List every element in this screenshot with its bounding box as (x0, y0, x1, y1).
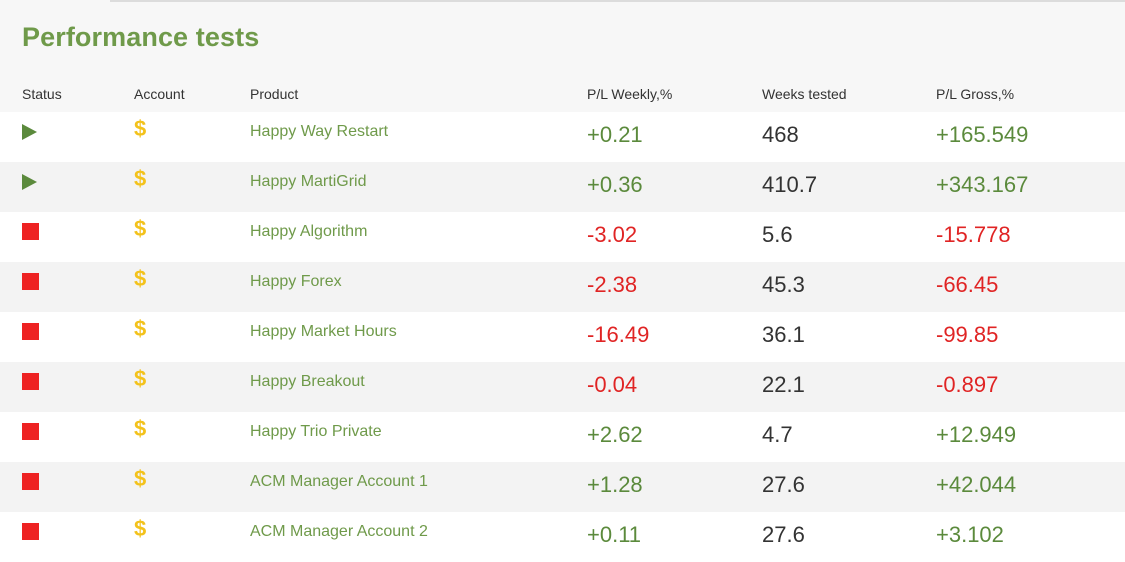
pl-gross-value: +12.949 (936, 422, 1017, 447)
product-link[interactable]: ACM Manager Account 2 (250, 523, 428, 540)
stop-icon[interactable] (22, 423, 39, 440)
stop-icon[interactable] (22, 523, 39, 540)
top-divider (0, 0, 1125, 2)
pl-weekly-value: +0.36 (587, 172, 643, 197)
header-account: Account (134, 86, 185, 102)
stop-icon[interactable] (22, 273, 39, 290)
pl-weekly-value: -2.38 (587, 272, 638, 297)
play-icon[interactable] (22, 174, 37, 190)
header-pl-weekly: P/L Weekly,% (587, 86, 673, 102)
table-row: $ Happy Market Hours -16.49 36.1 -99.85 (0, 312, 1125, 362)
pl-weekly-value: +1.28 (587, 472, 643, 497)
dollar-icon[interactable]: $ (134, 316, 147, 341)
product-link[interactable]: Happy Way Restart (250, 123, 389, 140)
dollar-icon[interactable]: $ (134, 166, 147, 191)
weeks-tested-value: 36.1 (762, 322, 805, 347)
stop-icon[interactable] (22, 223, 39, 240)
weeks-tested-value: 27.6 (762, 522, 805, 547)
table-row: $ Happy Forex -2.38 45.3 -66.45 (0, 262, 1125, 312)
pl-gross-value: -99.85 (936, 322, 999, 347)
product-link[interactable]: Happy Algorithm (250, 223, 368, 240)
header-pl-gross: P/L Gross,% (936, 86, 1015, 102)
weeks-tested-value: 22.1 (762, 372, 805, 397)
product-link[interactable]: Happy Trio Private (250, 423, 382, 440)
pl-weekly-value: -0.04 (587, 372, 638, 397)
stop-icon[interactable] (22, 473, 39, 490)
product-link[interactable]: Happy Market Hours (250, 323, 397, 340)
table-row: $ Happy MartiGrid +0.36 410.7 +343.167 (0, 162, 1125, 212)
dollar-icon[interactable]: $ (134, 266, 147, 291)
pl-gross-value: -15.778 (936, 222, 1011, 247)
dollar-icon[interactable]: $ (134, 416, 147, 441)
dollar-icon[interactable]: $ (134, 466, 147, 491)
play-icon[interactable] (22, 124, 37, 140)
weeks-tested-value: 468 (762, 122, 799, 147)
header-weeks-tested: Weeks tested (762, 86, 847, 102)
product-link[interactable]: ACM Manager Account 1 (250, 473, 428, 490)
product-link[interactable]: Happy Breakout (250, 373, 365, 390)
table-row: $ Happy Trio Private +2.62 4.7 +12.949 (0, 412, 1125, 462)
dollar-icon[interactable]: $ (134, 216, 147, 241)
pl-weekly-value: -3.02 (587, 222, 638, 247)
pl-gross-value: +42.044 (936, 472, 1017, 497)
table-body: $ Happy Way Restart +0.21 468 +165.549 $ Happy… (0, 112, 1125, 562)
stop-icon[interactable] (22, 373, 39, 390)
header-status: Status (22, 86, 62, 102)
dollar-icon[interactable]: $ (134, 516, 147, 541)
weeks-tested-value: 45.3 (762, 272, 805, 297)
pl-weekly-value: +2.62 (587, 422, 643, 447)
pl-weekly-value: -16.49 (587, 322, 650, 347)
table-header: Status Account Product P/L Weekly,% Week… (0, 78, 1125, 112)
weeks-tested-value: 4.7 (762, 422, 793, 447)
product-link[interactable]: Happy Forex (250, 273, 342, 290)
performance-table: Status Account Product P/L Weekly,% Week… (0, 78, 1125, 562)
dollar-icon[interactable]: $ (134, 366, 147, 391)
header-product: Product (250, 86, 299, 102)
pl-gross-value: -0.897 (936, 372, 999, 397)
weeks-tested-value: 410.7 (762, 172, 818, 197)
weeks-tested-value: 27.6 (762, 472, 805, 497)
weeks-tested-value: 5.6 (762, 222, 793, 247)
dollar-icon[interactable]: $ (134, 116, 147, 141)
pl-gross-value: +3.102 (936, 522, 1004, 547)
pl-weekly-value: +0.21 (587, 122, 643, 147)
pl-gross-value: +343.167 (936, 172, 1029, 197)
stop-icon[interactable] (22, 323, 39, 340)
pl-weekly-value: +0.11 (587, 522, 642, 547)
product-link[interactable]: Happy MartiGrid (250, 173, 367, 190)
pl-gross-value: -66.45 (936, 272, 999, 297)
table-row: $ Happy Breakout -0.04 22.1 -0.897 (0, 362, 1125, 412)
page-title: Performance tests (22, 22, 260, 52)
table-row: $ Happy Algorithm -3.02 5.6 -15.778 (0, 212, 1125, 262)
table-row: $ ACM Manager Account 1 +1.28 27.6 +42.044 (0, 462, 1125, 512)
table-row: $ Happy Way Restart +0.21 468 +165.549 (0, 112, 1125, 162)
table-row: $ ACM Manager Account 2 +0.11 27.6 +3.102 (0, 512, 1125, 562)
pl-gross-value: +165.549 (936, 122, 1029, 147)
